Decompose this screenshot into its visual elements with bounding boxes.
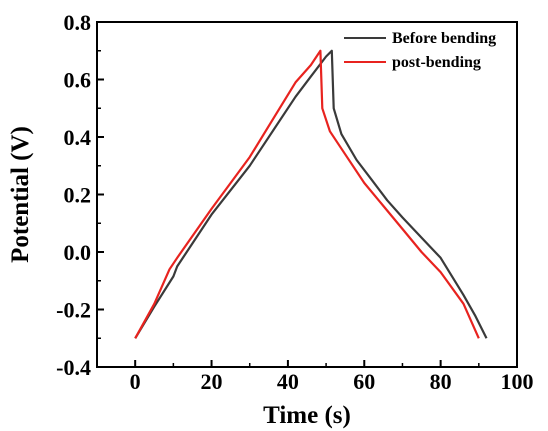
- y-tick-label: 0.8: [64, 10, 92, 35]
- y-tick-label: 0.4: [64, 125, 92, 150]
- x-tick-label: 100: [501, 369, 534, 394]
- y-tick-label: 0.2: [64, 183, 92, 208]
- series-line-post-bending: [134, 49, 480, 339]
- axis-ticks: 0 20 40 60 80 100 -0.4 -0.2 0.0 0.2 0.4 0.6 0.8: [56, 10, 533, 394]
- y-tick-label: 0.6: [64, 68, 92, 93]
- legend-label-before-bending: Before bending: [392, 30, 496, 47]
- plot-area: [134, 49, 488, 339]
- x-tick-label: 0: [130, 369, 141, 394]
- x-tick-label: 60: [353, 369, 375, 394]
- plot-frame: [96, 21, 518, 368]
- y-tick-label: 0.0: [64, 240, 92, 265]
- x-axis-label: Time (s): [263, 402, 351, 429]
- legend: Before bending post-bending: [344, 30, 496, 71]
- series-line-before-bending: [134, 49, 488, 339]
- legend-label-post-bending: post-bending: [392, 54, 481, 71]
- y-tick-label: -0.2: [56, 298, 91, 323]
- x-tick-label: 20: [201, 369, 223, 394]
- y-axis-label: Potential (V): [7, 126, 34, 263]
- x-tick-label: 40: [277, 369, 299, 394]
- x-tick-label: 80: [430, 369, 452, 394]
- y-tick-label: -0.4: [56, 355, 91, 380]
